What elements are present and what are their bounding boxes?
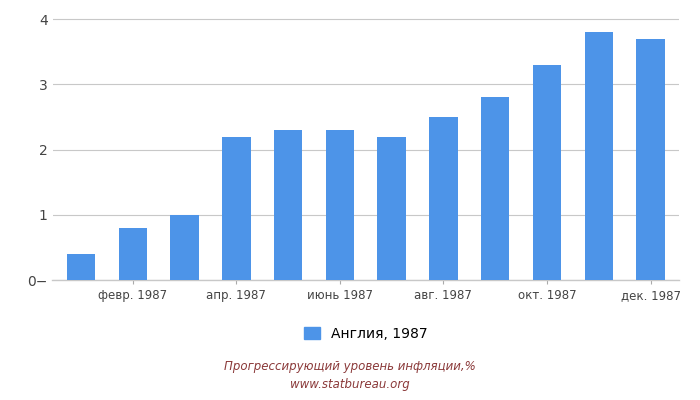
Bar (429, 117, 458, 280)
Bar (584, 32, 613, 280)
Bar (274, 130, 302, 280)
Bar (222, 136, 251, 280)
Bar (377, 136, 406, 280)
Bar (118, 228, 147, 280)
Bar (533, 65, 561, 280)
Text: Прогрессирующий уровень инфляции,%: Прогрессирующий уровень инфляции,% (224, 360, 476, 373)
Text: www.statbureau.org: www.statbureau.org (290, 378, 410, 391)
Legend: Англия, 1987: Англия, 1987 (304, 326, 428, 340)
Bar (170, 215, 199, 280)
Bar (326, 130, 354, 280)
Bar (66, 254, 95, 280)
Bar (636, 39, 665, 280)
Bar (481, 98, 510, 280)
